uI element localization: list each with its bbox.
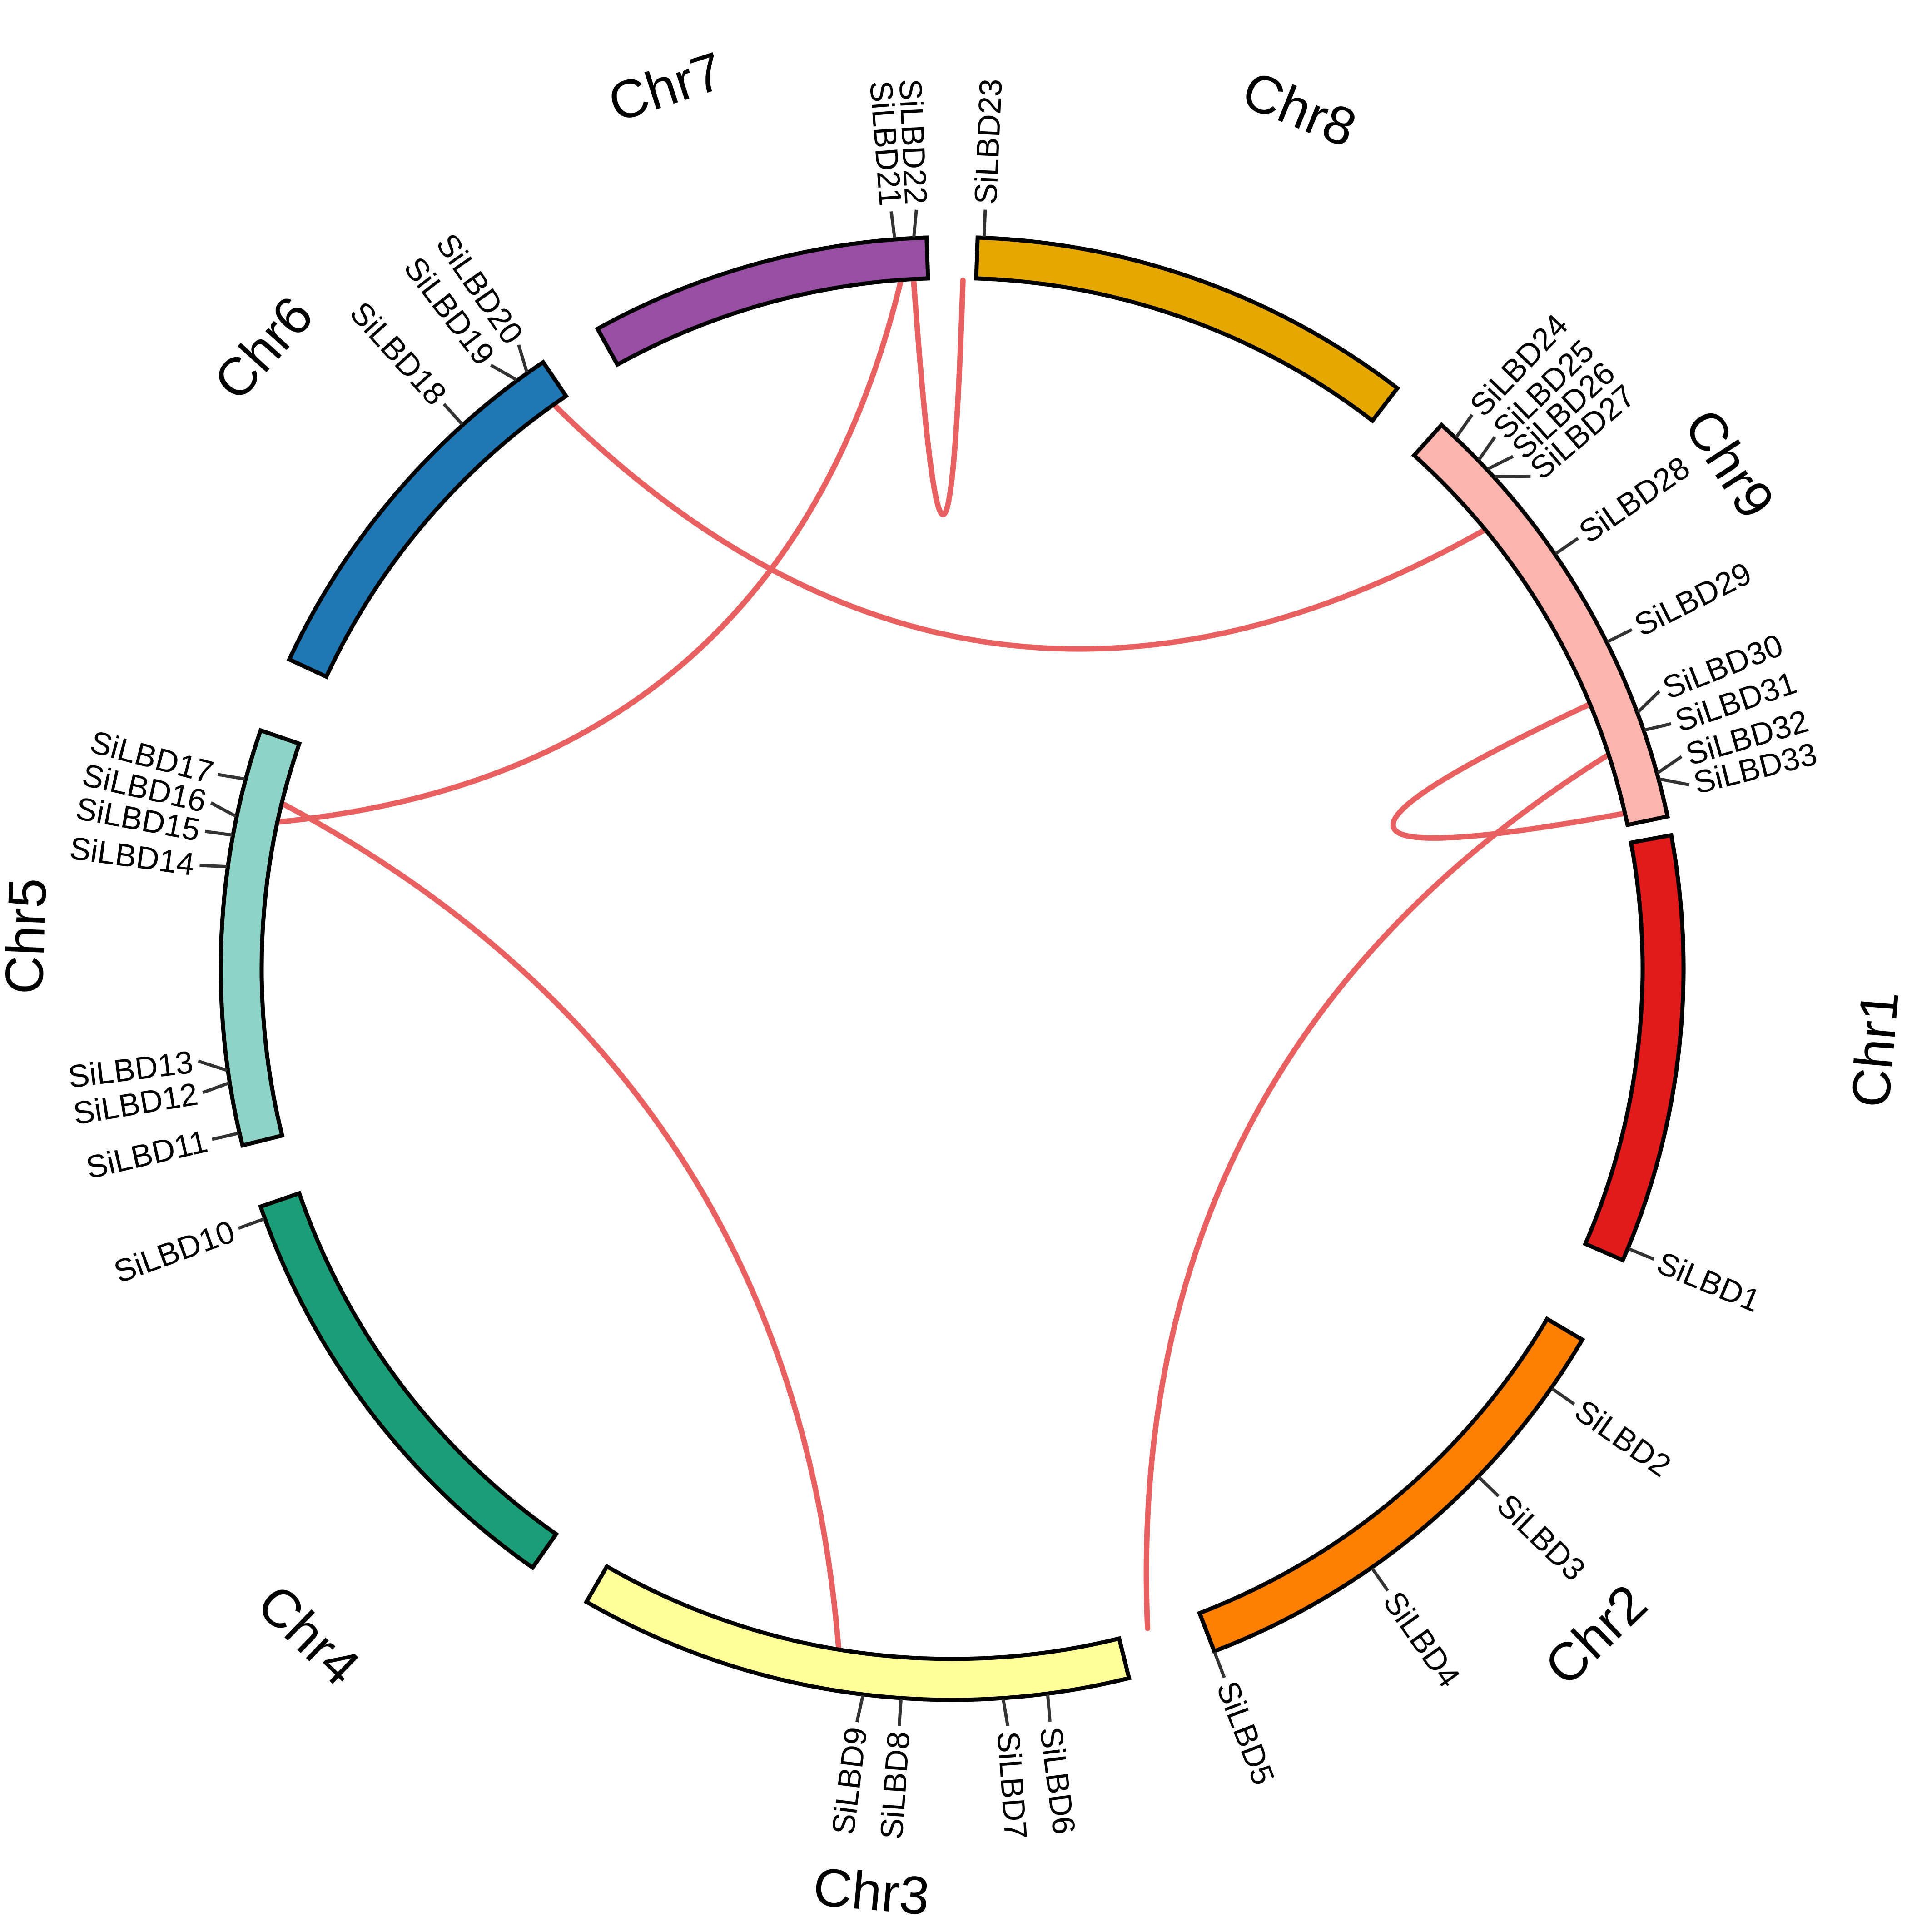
gene-label-silbd3: SiLBD3 (1490, 1487, 1592, 1588)
chromosome-label-chr6: Chr6 (202, 285, 324, 412)
gene-tick-silbd26 (1487, 455, 1514, 471)
gene-tick-silbd10 (238, 1217, 265, 1230)
gene-tick-silbd12 (202, 1081, 230, 1094)
gene-tick-silbd21 (889, 211, 896, 239)
gene-tick-silbd3 (1478, 1476, 1500, 1497)
chromosome-band-chr7 (595, 235, 930, 368)
gene-tick-silbd25 (1477, 436, 1496, 461)
chromosome-band-chr2 (1197, 1316, 1585, 1654)
gene-label-silbd5: SiLBD5 (1210, 1676, 1281, 1790)
gene-tick-silbd31 (1644, 722, 1672, 732)
gene-label-silbd10: SiLBD10 (109, 1213, 239, 1290)
chromosome-band-chr1 (1583, 833, 1686, 1263)
chromosome-label-chr1: Chr1 (1840, 989, 1907, 1110)
gene-tick-silbd5 (1213, 1651, 1226, 1679)
gene-tick-silbd28 (1554, 537, 1579, 555)
link-silbd16-silbd8 (281, 801, 841, 1650)
gene-tick-silbd33 (1659, 777, 1690, 786)
gene-tick-silbd23 (982, 209, 987, 237)
gene-tick-silbd7 (1001, 1699, 1009, 1727)
gene-label-silbd28: SiLBD28 (1573, 450, 1696, 550)
link-silbd22-silbd23 (911, 278, 966, 517)
gene-label-silbd22: SiLBD22 (893, 78, 934, 205)
gene-tick-silbd1 (1628, 1247, 1655, 1261)
gene-tick-silbd16 (210, 801, 237, 818)
chromosome-label-chr2: Chr2 (1533, 1573, 1659, 1697)
gene-tick-silbd17 (217, 773, 245, 781)
gene-label-silbd9: SiLBD9 (825, 1725, 874, 1837)
gene-label-silbd1: SiLBD1 (1652, 1245, 1765, 1319)
chromosome-band-chr4 (258, 1191, 559, 1571)
gene-tick-silbd24 (1455, 414, 1474, 438)
gene-tick-silbd22 (912, 209, 918, 238)
chromosome-band-chr8 (974, 235, 1400, 424)
gene-tick-silbd9 (855, 1695, 864, 1723)
gene-tick-silbd32 (1657, 755, 1683, 775)
chromosome-label-chr9: Chr9 (1673, 399, 1786, 529)
chromosome-band-chr6 (286, 359, 569, 680)
synteny-links (277, 278, 1626, 1650)
chromosome-label-chr5: Chr5 (0, 877, 58, 995)
gene-tick-silbd2 (1551, 1387, 1575, 1406)
gene-markers: SiLBD1SiLBD2SiLBD3SiLBD4SiLBD5SiLBD6SiLB… (66, 78, 1821, 1841)
gene-tick-silbd8 (897, 1699, 903, 1727)
gene-label-silbd8: SiLBD8 (874, 1730, 916, 1840)
gene-tick-silbd15 (204, 829, 233, 837)
gene-tick-silbd19 (490, 363, 517, 382)
gene-tick-silbd11 (212, 1132, 239, 1141)
gene-tick-silbd20 (517, 344, 529, 373)
gene-label-silbd2: SiLBD2 (1569, 1393, 1677, 1484)
link-silbd30-silbd5 (1143, 753, 1609, 1631)
gene-tick-silbd6 (1046, 1694, 1052, 1722)
gene-label-silbd7: SiLBD7 (990, 1730, 1033, 1840)
chromosome-label-chr3: Chr3 (811, 1857, 932, 1927)
gene-tick-silbd27 (1495, 474, 1531, 478)
gene-tick-silbd13 (198, 1059, 228, 1072)
chromosome-label-chr8: Chr8 (1234, 60, 1365, 159)
link-silbd19-silbd24 (552, 403, 1486, 652)
gene-label-silbd29: SiLBD29 (1629, 555, 1757, 643)
link-silbd21-silbd15 (277, 279, 904, 825)
gene-tick-silbd14 (199, 864, 227, 869)
chromosome-band-chr5 (219, 728, 302, 1148)
gene-label-silbd11: SiLBD11 (83, 1123, 211, 1186)
gene-tick-silbd18 (442, 403, 463, 426)
chromosome-ideograms: Chr1 Chr2 Chr3 Chr4 Chr5 Chr6 Chr7 Chr8 Chr9 (0, 41, 1907, 1927)
chromosome-band-chr3 (583, 1564, 1132, 1702)
chromosome-label-chr7: Chr7 (601, 41, 730, 134)
link-silbd28-silbd32 (1390, 702, 1626, 841)
chromosome-band-chr9 (1411, 422, 1670, 828)
gene-label-silbd6: SiLBD6 (1033, 1725, 1082, 1836)
gene-label-silbd4: SiLBD4 (1376, 1585, 1467, 1694)
gene-tick-silbd29 (1607, 628, 1633, 643)
gene-label-silbd23: SiLBD23 (968, 78, 1008, 205)
gene-tick-silbd4 (1371, 1567, 1389, 1592)
gene-tick-silbd30 (1637, 690, 1661, 713)
chromosome-label-chr4: Chr4 (246, 1573, 371, 1697)
